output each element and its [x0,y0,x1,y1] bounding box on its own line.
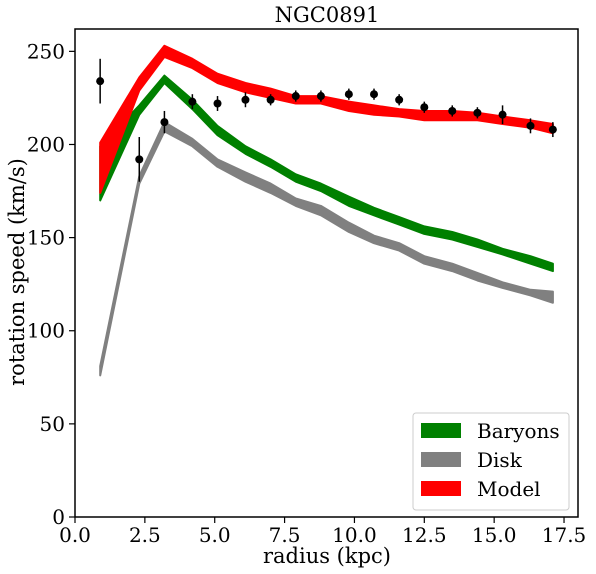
x-tick-label: 10.0 [332,523,377,547]
data-point [370,90,379,99]
legend-label-baryons: Baryons [477,419,560,443]
data-point [420,103,429,112]
data-point [213,99,222,108]
x-tick-label: 7.5 [269,523,301,547]
x-tick-label: 12.5 [402,523,447,547]
series-baryons-band [99,74,554,273]
data-point [526,121,535,130]
y-tick-label: 50 [40,412,65,436]
y-tick-label: 250 [27,39,65,63]
legend: Baryons Disk Model [412,412,570,511]
plot-area [96,44,557,377]
axes: 0.0 2.5 5.0 7.5 10.0 12.5 15.0 17.5 0 50 100 150 200… [27,28,587,547]
data-point [448,106,457,115]
legend-swatch-baryons [421,423,461,438]
data-point [316,92,325,101]
series-disk-band [99,121,554,377]
data-point [548,125,557,134]
plot-frame [74,28,579,518]
series-model-band [99,44,554,194]
legend-label-model: Model [477,477,541,501]
legend-label-disk: Disk [477,448,523,472]
data-point [395,95,404,104]
data-point [291,92,300,101]
data-point [241,95,250,104]
y-tick-label: 100 [27,319,65,343]
data-point [160,118,169,127]
x-tick-label: 0.0 [59,523,91,547]
y-tick-label: 150 [27,226,65,250]
data-point [96,77,105,86]
x-tick-label: 15.0 [472,523,517,547]
data-point [266,95,275,104]
x-tick-label: 2.5 [129,523,161,547]
x-tick-label: 5.0 [199,523,231,547]
data-point [473,108,482,117]
data-point [188,97,197,106]
legend-swatch-disk [421,452,461,467]
data-point [498,110,507,119]
chart-title: NGC0891 [275,3,380,27]
data-point [135,155,144,164]
y-axis-label: rotation speed (km/s) [5,158,29,386]
legend-swatch-model [421,481,461,496]
y-tick-label: 0 [52,505,65,529]
x-tick-label: 17.5 [542,523,587,547]
data-point [344,90,353,99]
y-tick-label: 200 [27,132,65,156]
x-axis-label: radius (kpc) [263,544,391,568]
